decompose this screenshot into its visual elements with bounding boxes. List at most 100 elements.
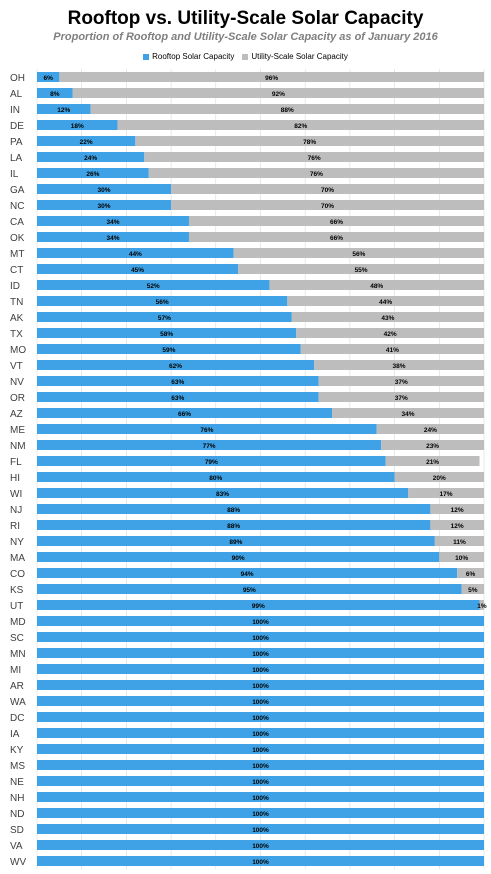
rooftop-data-label: 76% — [200, 427, 213, 434]
utility-data-label: 20% — [433, 475, 446, 482]
bar-row-ri: RI 88% 12% — [10, 520, 484, 532]
rooftop-data-label: 12% — [57, 107, 70, 114]
utility-bar — [171, 200, 484, 210]
rooftop-bar — [37, 808, 484, 818]
category-label: AL — [10, 89, 23, 100]
rooftop-data-label: 88% — [227, 523, 240, 530]
utility-data-label: 92% — [272, 91, 285, 98]
category-label: ID — [10, 281, 20, 292]
rooftop-bar — [37, 440, 382, 450]
category-label: AZ — [10, 409, 23, 420]
utility-data-label: 43% — [381, 315, 394, 322]
utility-data-label: 66% — [330, 219, 343, 226]
category-label: DC — [10, 713, 24, 724]
bar-row-tn: TN 56% 44% — [10, 296, 484, 308]
category-label: NM — [10, 441, 26, 452]
rooftop-bar — [37, 712, 484, 722]
utility-bar — [430, 520, 484, 530]
utility-data-label: 55% — [355, 267, 368, 274]
bar-row-nj: NJ 88% 12% — [10, 504, 484, 516]
rooftop-bar — [37, 648, 484, 658]
category-label: LA — [10, 153, 23, 164]
rooftop-data-label: 52% — [147, 283, 160, 290]
bar-row-hi: HI 80% 20% — [10, 472, 484, 484]
category-label: VT — [10, 361, 23, 372]
bar-row-wa: WA 100% — [10, 696, 484, 708]
bar-row-ca: CA 34% 66% — [10, 216, 485, 228]
category-label: UT — [10, 601, 23, 612]
utility-bar — [188, 216, 485, 226]
bar-row-va: VA 100% — [10, 840, 484, 852]
category-label: OK — [10, 233, 25, 244]
category-label: TN — [10, 297, 23, 308]
legend-label-utility: Utility-Scale Solar Capacity — [251, 52, 348, 61]
rooftop-bar — [37, 632, 484, 642]
rooftop-data-label: 63% — [171, 395, 184, 402]
bar-row-ok: OK 34% 66% — [10, 232, 485, 244]
rooftop-data-label: 100% — [252, 843, 269, 850]
utility-data-label: 11% — [453, 539, 466, 546]
bar-row-mn: MN 100% — [10, 648, 484, 660]
bar-row-sd: SD 100% — [10, 824, 484, 836]
rooftop-data-label: 88% — [227, 507, 240, 514]
rooftop-bar — [37, 408, 333, 418]
utility-data-label: 37% — [395, 379, 408, 386]
rooftop-bar — [37, 360, 315, 370]
rooftop-data-label: 22% — [80, 139, 93, 146]
bar-row-ut: UT 99% 1% — [10, 600, 487, 612]
utility-data-label: 70% — [321, 203, 334, 210]
rooftop-data-label: 30% — [98, 203, 111, 210]
rooftop-bar — [37, 232, 189, 242]
rooftop-data-label: 58% — [160, 331, 173, 338]
rooftop-bar — [37, 664, 484, 674]
utility-data-label: 48% — [370, 283, 383, 290]
category-label: GA — [10, 185, 25, 196]
category-label: NH — [10, 793, 24, 804]
bar-row-in: IN 12% 88% — [10, 104, 484, 116]
rooftop-bar — [37, 536, 435, 546]
utility-bar — [135, 136, 484, 146]
category-label: CA — [10, 217, 24, 228]
rooftop-data-label: 100% — [252, 715, 269, 722]
bar-row-de: DE 18% 82% — [10, 120, 485, 132]
utility-bar — [332, 408, 484, 418]
rooftop-data-label: 100% — [252, 859, 269, 866]
utility-data-label: 21% — [426, 459, 439, 466]
bar-row-la: LA 24% 76% — [10, 152, 484, 164]
rooftop-bar — [37, 136, 136, 146]
bar-row-id: ID 52% 48% — [10, 280, 484, 292]
category-label: NV — [10, 377, 24, 388]
bar-row-sc: SC 100% — [10, 632, 484, 644]
bar-row-ne: NE 100% — [10, 776, 484, 788]
rooftop-bar — [37, 424, 377, 434]
category-label: MO — [10, 345, 26, 356]
category-label: MT — [10, 249, 24, 260]
rooftop-data-label: 94% — [241, 571, 254, 578]
bar-row-nv: NV 63% 37% — [10, 376, 484, 388]
rooftop-data-label: 99% — [252, 603, 265, 610]
bar-row-il: IL 26% 76% — [10, 168, 484, 180]
utility-data-label: 34% — [402, 411, 415, 418]
utility-bar — [287, 296, 484, 306]
category-label: MD — [10, 617, 26, 628]
rooftop-data-label: 80% — [209, 475, 222, 482]
rooftop-data-label: 30% — [98, 187, 111, 194]
rooftop-bar — [37, 728, 484, 738]
rooftop-bar — [37, 280, 270, 290]
rooftop-data-label: 8% — [50, 91, 60, 98]
rooftop-bar — [37, 120, 118, 130]
rooftop-bar — [37, 152, 145, 162]
rooftop-bar — [37, 248, 234, 258]
rooftop-data-label: 24% — [84, 155, 97, 162]
rooftop-data-label: 34% — [106, 235, 119, 242]
bar-row-nd: ND 100% — [10, 808, 484, 820]
bar-row-or: OR 63% 37% — [10, 392, 484, 404]
category-label: NY — [10, 537, 24, 548]
bar-row-ny: NY 89% 11% — [10, 536, 484, 548]
bar-row-ma: MA 90% 10% — [10, 552, 484, 564]
utility-data-label: 23% — [426, 443, 439, 450]
utility-data-label: 1% — [477, 603, 487, 610]
utility-data-label: 56% — [352, 251, 365, 258]
rooftop-bar — [37, 184, 172, 194]
rooftop-bar — [37, 488, 409, 498]
